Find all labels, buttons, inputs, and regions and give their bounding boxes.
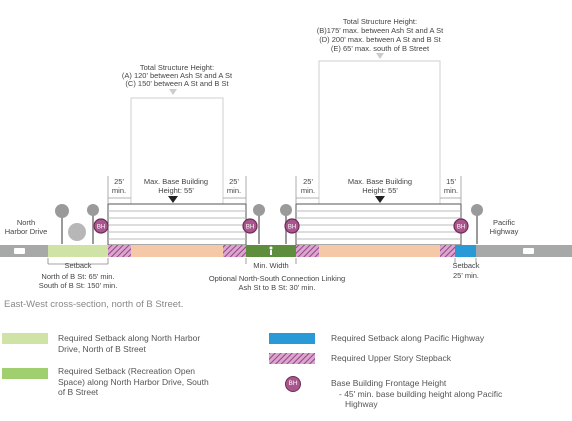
connection-note2: Ash St to B St: 30' min. [239,283,316,292]
street-left-line2: Harbor Drive [5,227,48,236]
setback-right-label: Setback [452,261,479,270]
bh-label: BH [457,225,465,231]
car-icon [523,248,534,254]
legend-bh-icon: BH [285,376,301,392]
setback-left-note2: South of B St: 150' min. [39,281,118,290]
setback-left-note1: North of B St: 65' min. [41,272,114,281]
legend-text-bh: Base Building Frontage Height - 45' min.… [331,378,503,409]
right-height-line2: (D) 200' max. between A St and B St [319,35,441,44]
pacific-setback [455,245,476,257]
park-setback [48,245,108,257]
left-setback-right: 25' [229,177,239,186]
stepback-left-1 [108,245,131,257]
right-base-label2: Height: 55' [362,186,398,195]
left-base-building [107,203,247,246]
left-height-line2: (C) 150' between A St and B St [125,79,229,88]
right-setback-left: 25' [303,177,313,186]
bh-markers: BH BH BH BH [93,218,469,234]
street-right-line1: Pacific [493,218,515,227]
right-setback-left-unit: min. [301,186,315,195]
legend-text-setback-harbor: Required Setback along North Harbor Drive… [58,333,201,354]
street-left-line1: North [17,218,35,227]
cross-section-diagram: Total Structure Height: (A) 120' between… [0,17,572,292]
legend-swatch-setback-harbor [2,333,48,344]
left-setback-left-unit: min. [112,186,126,195]
legend-text-upper-stepback: Required Upper Story Stepback [331,353,452,363]
right-height-title: Total Structure Height: [343,17,417,26]
stepback-left-2 [223,245,246,257]
bh-label: BH [288,225,296,231]
stepback-right-2 [440,245,455,257]
legend-swatch-upper-stepback [269,353,315,364]
legend-text-setback-open-space: Required Setback (Recreation Open Space) … [58,366,209,397]
left-height-line1: (A) 120' between Ash St and A St [122,71,233,80]
right-setback-right: 15' [446,177,456,186]
left-height-title: Total Structure Height: [140,63,214,72]
right-setback-right-unit: min. [444,186,458,195]
right-height-line1: (B)175' max. between Ash St and A St [317,26,444,35]
ground-right [319,245,440,257]
setback-right-note: 25' min. [453,271,479,280]
left-base-label1: Max. Base Building [144,177,208,186]
ground-left [131,245,223,257]
right-base-arrow [375,196,385,203]
legend-swatch-setback-open-space [2,368,48,379]
right-height-line3: (E) 65' max. south of B Street [331,44,430,53]
legend-text-setback-pacific: Required Setback along Pacific Highway [331,333,485,343]
left-base-label2: Height: 55' [158,186,194,195]
car-icon [14,248,25,254]
stepback-right-1 [296,245,319,257]
legend-swatch-setback-pacific [269,333,315,344]
left-base-arrow [168,196,178,203]
diagram-caption: East-West cross-section, north of B Stre… [4,299,184,310]
min-width-label: Min. Width [253,261,288,270]
left-setback-right-unit: min. [227,186,241,195]
bh-label: BH [97,225,105,231]
right-base-label1: Max. Base Building [348,177,412,186]
left-height-arrow [169,89,177,95]
right-base-building [295,203,462,246]
left-setback-left: 25' [114,177,124,186]
bh-label: BH [246,225,254,231]
pedestrian-icon [269,246,273,250]
right-height-arrow [376,53,384,59]
setback-left-label: Setback [64,261,91,270]
connection-note1: Optional North-South Connection Linking [209,274,345,283]
street-right-line2: Highway [490,227,519,236]
